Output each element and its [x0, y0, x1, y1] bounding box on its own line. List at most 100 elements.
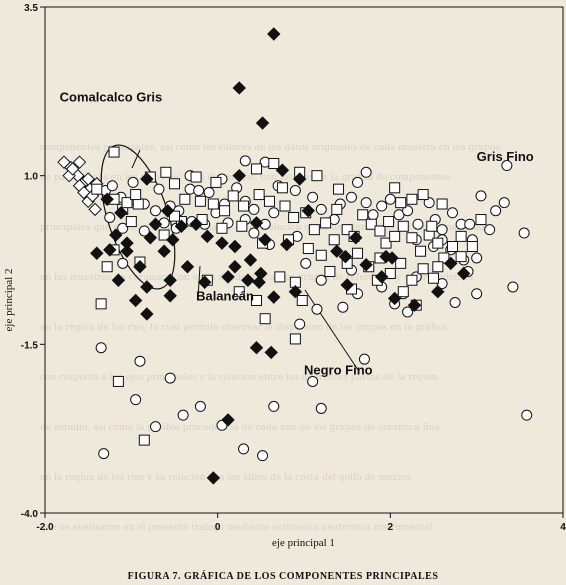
- point-comalcalco-gris: [81, 172, 95, 186]
- point-balancan: [288, 285, 303, 299]
- point-negro-fino: [276, 182, 288, 194]
- point-balancan: [148, 217, 163, 231]
- point-balancan: [133, 260, 147, 274]
- point-negro-fino: [179, 193, 191, 205]
- point-gris-fino: [498, 197, 510, 209]
- y-tick-label: -1.5: [21, 340, 39, 351]
- point-gris-fino: [238, 443, 250, 455]
- point-balancan: [338, 249, 353, 264]
- point-negro-fino: [108, 146, 120, 158]
- point-gris-fino: [337, 301, 349, 313]
- x-axis-label: eje principal 1: [272, 537, 335, 549]
- group-label: Comalcalco Gris: [60, 89, 163, 104]
- point-gris-fino: [268, 207, 280, 219]
- point-balancan: [221, 270, 235, 284]
- point-balancan: [143, 231, 158, 245]
- point-gris-fino: [376, 200, 388, 212]
- point-balancan: [160, 204, 175, 218]
- point-balancan: [114, 206, 128, 220]
- point-balancan: [243, 253, 258, 267]
- point-balancan: [120, 244, 134, 258]
- point-gris-fino: [239, 155, 251, 167]
- point-negro-fino: [406, 193, 418, 205]
- point-negro-fino: [121, 197, 133, 209]
- point-gris-fino: [358, 353, 370, 365]
- point-balancan: [301, 204, 316, 218]
- point-negro-fino: [328, 234, 340, 246]
- svg-text:de estudio, asi como la posibl: de estudio, asi como la posible proceden…: [40, 423, 440, 433]
- point-balancan: [385, 251, 399, 265]
- point-gris-fino: [345, 191, 357, 203]
- point-negro-fino: [311, 170, 323, 182]
- point-balancan: [431, 285, 445, 299]
- point-gris-fino: [127, 176, 139, 188]
- plot-frame: [44, 6, 564, 514]
- point-balancan: [228, 260, 242, 274]
- point-negro-fino: [219, 205, 231, 217]
- point-gris-fino: [248, 227, 260, 239]
- point-gris-fino: [117, 257, 129, 269]
- point-balancan: [128, 293, 143, 308]
- point-balancan: [232, 168, 246, 183]
- x-tick-label: -2.0: [36, 522, 54, 533]
- point-gris-fino: [402, 205, 414, 217]
- point-gris-fino: [117, 222, 129, 234]
- point-balancan: [174, 219, 189, 233]
- point-negro-fino: [227, 190, 239, 202]
- point-gris-fino: [412, 218, 424, 230]
- point-negro-fino: [432, 237, 444, 249]
- point-balancan: [232, 81, 246, 95]
- point-gris-fino: [484, 224, 496, 236]
- point-negro-fino: [438, 252, 450, 264]
- point-gris-fino: [106, 180, 118, 192]
- point-gris-fino: [104, 211, 116, 223]
- point-negro-fino: [138, 434, 150, 446]
- point-balancan: [163, 289, 177, 303]
- x-axis-ticks: -2.0 0 2 4: [36, 513, 566, 533]
- point-gris-fino: [289, 185, 301, 197]
- point-gris-fino: [98, 448, 110, 460]
- point-balancan: [120, 236, 134, 250]
- point-negro-fino: [125, 216, 137, 228]
- point-negro-fino: [238, 200, 250, 212]
- point-balancan: [340, 278, 354, 292]
- figure-caption: FIGURA 7. GRÁFICA DE LOS COMPONENTES PRI…: [128, 570, 439, 582]
- point-gris-fino: [300, 257, 312, 269]
- point-negro-fino: [384, 267, 396, 279]
- point-negro-fino: [389, 230, 401, 242]
- point-balancan: [100, 192, 114, 206]
- point-balancan: [103, 243, 117, 257]
- point-gris-fino: [436, 224, 448, 236]
- point-negro-fino: [475, 214, 487, 226]
- point-negro-fino: [389, 182, 401, 194]
- point-gris-fino: [130, 394, 142, 406]
- point-gris-fino: [315, 402, 327, 414]
- point-negro-fino: [101, 261, 113, 273]
- point-negro-fino: [216, 222, 228, 234]
- point-gris-fino: [384, 193, 396, 205]
- point-balancan: [189, 217, 203, 231]
- point-balancan: [252, 275, 266, 289]
- point-negro-fino: [308, 224, 320, 236]
- point-negro-fino: [289, 333, 301, 345]
- svg-text:con respecto a los ejes princi: con respecto a los ejes principales y la…: [40, 373, 438, 383]
- y-axis-label: eje principal 2: [3, 269, 15, 332]
- point-negro-fino: [397, 286, 409, 298]
- point-gris-fino: [423, 197, 435, 209]
- point-negro-fino: [417, 189, 429, 201]
- point-gris-fino: [501, 160, 513, 172]
- y-axis-ticks: 3.5 1.0 -1.5 -4.0: [21, 3, 45, 520]
- point-negro-fino: [169, 210, 180, 222]
- point-balancan: [241, 273, 255, 287]
- point-balancan: [249, 216, 264, 230]
- svg-text:que se analizaron en el presen: que se analizaron en el presente trabajo…: [40, 523, 432, 533]
- point-balancan: [166, 233, 180, 247]
- point-negro-fino: [288, 211, 300, 223]
- point-balancan: [215, 236, 229, 250]
- scatter-marks: [57, 27, 533, 485]
- point-balancan: [407, 298, 422, 312]
- point-gris-fino: [193, 185, 205, 197]
- point-gris-fino: [248, 203, 260, 215]
- point-balancan: [255, 116, 270, 130]
